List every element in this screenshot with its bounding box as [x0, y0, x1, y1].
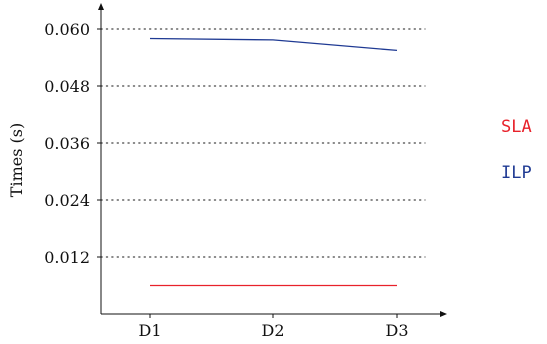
axes [98, 3, 447, 317]
x-axis-arrow [440, 311, 447, 317]
legend-entry-ilp: ILP [501, 163, 532, 183]
y-axis-title: Times (s) [7, 123, 26, 197]
x-ticks: D1 D2 D3 [138, 314, 409, 340]
series-line-ilp [149, 37, 398, 52]
series-lines [149, 37, 398, 287]
legend: SLA ILP [501, 117, 532, 183]
x-tick-label-0: D1 [138, 321, 161, 340]
x-tick-label-1: D2 [261, 321, 284, 340]
y-axis-arrow [98, 3, 104, 10]
y-tick-label-3: 0.048 [44, 77, 90, 96]
x-tick-label-2: D3 [385, 321, 408, 340]
y-tick-label-0: 0.012 [44, 248, 90, 267]
gridlines [100, 28, 426, 258]
y-ticks: 0.012 0.024 0.036 0.048 0.060 [44, 20, 101, 267]
y-tick-label-2: 0.036 [44, 134, 90, 153]
legend-entry-sla: SLA [501, 117, 532, 137]
y-tick-label-4: 0.060 [44, 20, 90, 39]
y-tick-label-1: 0.024 [44, 191, 90, 210]
